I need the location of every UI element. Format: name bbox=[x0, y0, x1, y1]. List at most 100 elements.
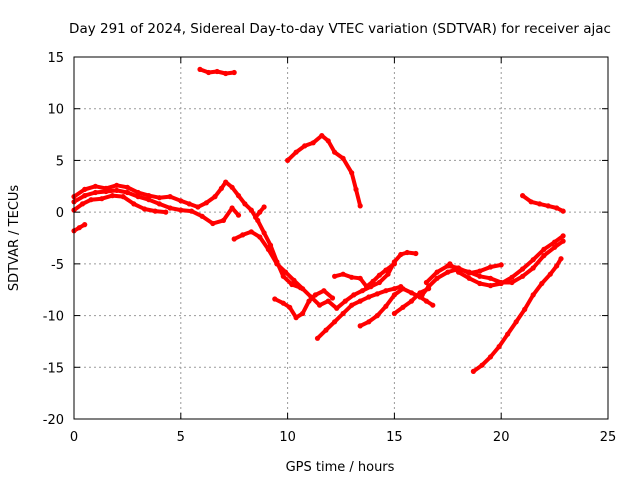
data-point bbox=[203, 200, 209, 206]
data-line bbox=[72, 193, 168, 215]
data-point bbox=[391, 261, 397, 267]
data-point bbox=[370, 278, 376, 284]
series-track-15 bbox=[423, 262, 504, 286]
axis-ticks: 0 5 10 15 20 25 -20 -15 -10 -5 0 5 10 15 bbox=[43, 51, 617, 445]
data-line bbox=[72, 180, 303, 290]
y-axis-label: SDTVAR / TECUs bbox=[7, 185, 22, 292]
data-point bbox=[400, 286, 406, 292]
data-point bbox=[167, 205, 173, 211]
data-point bbox=[261, 230, 267, 236]
data-point bbox=[131, 201, 137, 207]
data-point bbox=[445, 269, 451, 275]
data-point bbox=[340, 271, 346, 277]
data-point bbox=[218, 185, 224, 191]
data-point bbox=[220, 217, 227, 223]
data-point bbox=[340, 155, 346, 161]
data-point bbox=[163, 209, 169, 215]
data-point bbox=[560, 238, 566, 244]
data-line bbox=[285, 133, 363, 208]
data-point bbox=[248, 207, 254, 213]
data-point bbox=[82, 222, 88, 228]
data-point bbox=[235, 193, 242, 199]
data-point bbox=[79, 201, 86, 207]
data-point bbox=[466, 275, 472, 281]
data-point bbox=[178, 198, 184, 204]
data-point bbox=[530, 292, 536, 298]
data-point bbox=[455, 269, 462, 275]
data-point bbox=[554, 263, 560, 269]
data-point bbox=[302, 143, 308, 149]
data-point bbox=[509, 274, 515, 280]
data-point bbox=[498, 280, 504, 287]
data-point bbox=[199, 213, 205, 219]
data-point bbox=[210, 220, 216, 227]
series-track-11 bbox=[332, 261, 397, 290]
data-point bbox=[520, 266, 526, 272]
data-point bbox=[376, 279, 382, 286]
data-point bbox=[528, 199, 534, 205]
data-point bbox=[323, 327, 329, 333]
data-point bbox=[340, 310, 346, 317]
data-point bbox=[223, 70, 229, 77]
series-track-18 bbox=[520, 193, 566, 214]
data-point bbox=[349, 274, 355, 280]
data-point bbox=[267, 242, 274, 248]
data-marks bbox=[71, 66, 566, 374]
data-point bbox=[477, 280, 483, 287]
series-track-16 bbox=[447, 233, 566, 289]
data-point bbox=[319, 133, 325, 139]
data-point bbox=[351, 292, 357, 298]
data-point bbox=[242, 201, 248, 207]
data-point bbox=[383, 303, 389, 309]
data-point bbox=[408, 290, 415, 296]
data-point bbox=[487, 283, 494, 289]
data-point bbox=[364, 284, 370, 290]
data-point bbox=[265, 246, 271, 252]
data-point bbox=[498, 262, 504, 268]
series-track-5 bbox=[197, 66, 237, 77]
data-point bbox=[310, 140, 316, 146]
data-point bbox=[82, 186, 88, 192]
data-point bbox=[349, 302, 355, 308]
data-point bbox=[357, 298, 363, 304]
data-point bbox=[404, 249, 410, 256]
data-point bbox=[332, 273, 338, 279]
y-tick-label: 15 bbox=[47, 51, 64, 66]
data-point bbox=[82, 193, 88, 199]
data-point bbox=[359, 288, 365, 294]
data-point bbox=[366, 294, 372, 300]
data-point bbox=[314, 335, 321, 341]
data-point bbox=[285, 157, 291, 163]
data-point bbox=[231, 236, 237, 242]
data-point bbox=[197, 66, 203, 72]
x-tick-label: 15 bbox=[386, 430, 403, 445]
data-point bbox=[391, 286, 397, 292]
data-point bbox=[325, 138, 331, 144]
data-point bbox=[135, 189, 141, 196]
data-point bbox=[509, 279, 515, 286]
data-point bbox=[334, 305, 340, 311]
data-point bbox=[487, 354, 494, 360]
data-point bbox=[156, 201, 162, 207]
data-point bbox=[385, 271, 391, 277]
data-point bbox=[289, 281, 295, 288]
data-point bbox=[353, 186, 359, 192]
data-point bbox=[554, 205, 560, 211]
data-point bbox=[560, 233, 566, 239]
data-point bbox=[408, 298, 415, 304]
data-point bbox=[413, 250, 419, 257]
data-point bbox=[282, 269, 289, 275]
data-point bbox=[114, 187, 120, 193]
data-point bbox=[261, 204, 267, 210]
data-point bbox=[434, 269, 440, 275]
data-point bbox=[293, 149, 299, 155]
data-point bbox=[178, 207, 184, 213]
data-point bbox=[120, 194, 126, 200]
x-tick-label: 10 bbox=[279, 430, 296, 445]
series-track-1 bbox=[71, 179, 303, 291]
data-point bbox=[141, 206, 148, 212]
data-point bbox=[398, 251, 404, 258]
data-point bbox=[552, 244, 558, 250]
data-point bbox=[547, 271, 553, 277]
y-tick-label: 5 bbox=[56, 154, 64, 169]
